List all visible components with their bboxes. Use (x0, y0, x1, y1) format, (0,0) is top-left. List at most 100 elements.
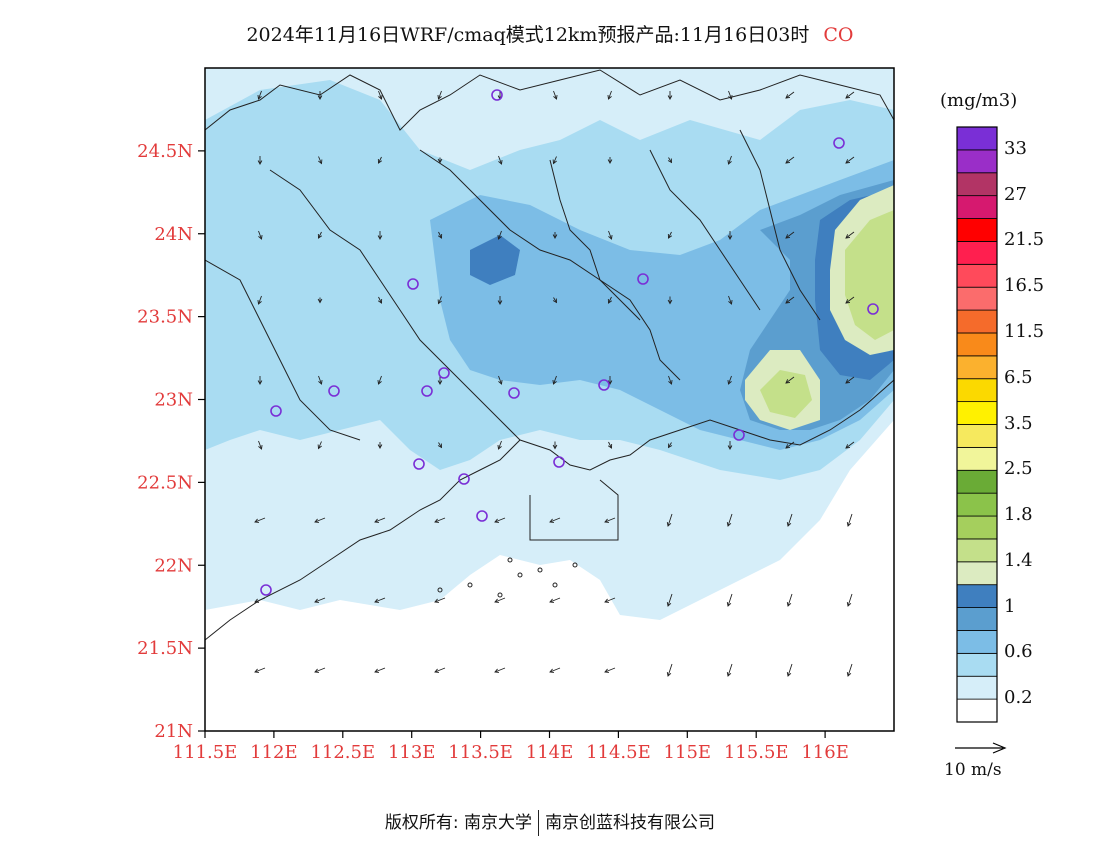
colorbar-swatch (956, 309, 998, 334)
wind-arrow (786, 663, 793, 677)
lat-tick-label: 21.5N (137, 638, 193, 659)
colorbar-unit: (mg/m3) (940, 90, 1018, 111)
monitoring-station-marker (476, 510, 488, 522)
wind-arrow (846, 593, 853, 607)
lat-tick-label: 24.5N (137, 141, 193, 162)
hong-kong-boundary (529, 479, 619, 541)
copyright-text: 版权所有: 南京大学 (384, 813, 533, 833)
wind-arrow (377, 231, 383, 240)
wind-arrow (498, 155, 503, 165)
wind-arrow (549, 517, 561, 523)
wind-arrow (785, 156, 795, 164)
wind-arrow (667, 157, 672, 164)
wind-arrow (437, 231, 443, 239)
wind-arrow (666, 593, 673, 607)
wind-arrow (317, 231, 323, 239)
monitoring-station-marker (553, 456, 565, 468)
colorbar-swatch (956, 492, 998, 517)
wind-arrow (728, 90, 733, 100)
county-line-6 (205, 259, 361, 441)
wind-arrow (552, 297, 557, 304)
wind-arrow (727, 441, 733, 450)
wind-arrow (728, 295, 733, 305)
monitoring-station-marker (867, 303, 879, 315)
monitoring-station-marker (833, 137, 845, 149)
colorbar-label: 33 (1004, 137, 1027, 159)
chart-title: 2024年11月16日WRF/cmaq模式12km预报产品:11月16日03时 C… (0, 20, 1100, 47)
county-line-1 (269, 169, 521, 441)
colorbar-swatch (956, 218, 998, 242)
colorbar-swatch (956, 263, 998, 288)
wind-arrow (437, 157, 443, 164)
monitoring-station-marker (508, 387, 520, 399)
wind-arrow (257, 156, 263, 165)
wind-arrow (845, 231, 855, 239)
wind-arrow (604, 517, 616, 523)
wind-arrow (845, 91, 855, 99)
colorbar-label: 27 (1004, 183, 1027, 205)
wind-arrow (786, 593, 793, 607)
lon-tick-label: 115E (664, 742, 712, 763)
wind-arrow (726, 513, 733, 527)
wind-arrow (434, 597, 446, 603)
wind-arrow (552, 375, 557, 385)
lat-tick-label: 23N (154, 390, 193, 411)
monitoring-station-marker (413, 458, 425, 470)
wind-arrow (498, 375, 503, 385)
colorbar-swatch (956, 698, 998, 723)
colorbar-swatch (956, 241, 998, 265)
monitoring-station-marker (733, 429, 745, 441)
wind-arrow (377, 442, 383, 449)
colorbar-swatch (956, 675, 998, 700)
province-boundary-north (205, 69, 894, 131)
colorbar-swatch (956, 607, 998, 631)
lon-tick-label: 113E (388, 742, 436, 763)
wind-arrow (257, 90, 262, 100)
monitoring-station-marker (407, 278, 419, 290)
wind-arrow (845, 296, 855, 304)
lon-tick-label: 115.5E (724, 742, 789, 763)
wind-arrow (668, 375, 673, 385)
wind-arrow (318, 375, 323, 385)
monitoring-station-marker (491, 89, 503, 101)
lon-tick-label: 116E (801, 742, 849, 763)
colorbar (956, 126, 998, 723)
wind-arrow (607, 157, 613, 164)
colorbar-label: 2.5 (1004, 458, 1033, 480)
colorbar-swatch (956, 149, 998, 174)
wind-arrow (437, 296, 442, 305)
wind-arrow (318, 156, 323, 165)
wind-arrow (257, 295, 262, 305)
wind-arrow (494, 667, 506, 673)
wind-arrow (552, 232, 558, 239)
colorbar-swatch (956, 424, 998, 448)
colorbar-outline (956, 126, 998, 723)
wind-arrow (552, 441, 558, 450)
wind-arrow (374, 597, 386, 603)
wind-arrow (785, 231, 795, 239)
wind-arrow (317, 91, 323, 100)
colorbar-swatch (956, 126, 998, 151)
colorbar-label: 11.5 (1004, 320, 1045, 342)
colorbar-label: 3.5 (1004, 412, 1033, 434)
wind-arrow (845, 441, 855, 449)
colorbar-label: 21.5 (1004, 229, 1045, 251)
monitoring-station-marker (598, 379, 610, 391)
county-line-4 (649, 149, 761, 311)
wind-arrow (497, 296, 503, 305)
wind-arrow (437, 376, 443, 385)
boundaries (205, 69, 894, 641)
wind-arrow (549, 667, 561, 673)
wind-arrow (668, 442, 673, 449)
wind-arrow (607, 90, 612, 100)
latitude-axis: 24.5N 24N 23.5N 23N 22.5N 22N 21.5N 21N (137, 141, 205, 742)
lat-tick-label: 24N (154, 224, 193, 245)
wind-arrow (497, 230, 502, 240)
colorbar-label: 1.8 (1004, 504, 1033, 526)
colorbar-swatch (956, 446, 998, 471)
wind-arrow (258, 230, 263, 240)
wind-arrow (667, 91, 673, 100)
wind-arrow (378, 90, 383, 100)
wind-arrow (785, 296, 795, 304)
wind-arrow (785, 376, 795, 384)
